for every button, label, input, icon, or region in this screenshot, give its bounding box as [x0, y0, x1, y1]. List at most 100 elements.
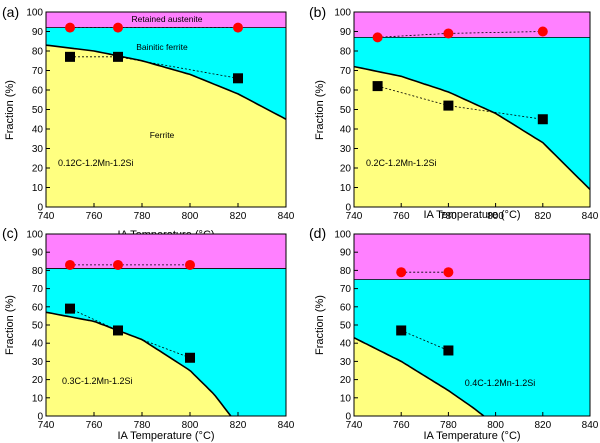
panel-c: (c) 740 760 780 800 820 840 0 10 20 30 40 50 60 70 80 9… — [2, 225, 295, 442]
y-tick-label: 100 — [26, 8, 43, 19]
data-point-austenite — [233, 22, 243, 33]
x-tick-label: 780 — [440, 211, 457, 222]
panel-label: (a) — [2, 4, 19, 20]
y-tick-label: 90 — [340, 248, 352, 259]
bainite-ferrite-boundary — [354, 65, 590, 190]
composition-label: 0.4C-1.2Mn-1.2Si — [465, 378, 536, 388]
y-tick-label: 20 — [340, 375, 352, 386]
series-line — [401, 330, 449, 351]
panel-label: (d) — [309, 225, 326, 241]
data-point-austenite — [65, 259, 75, 270]
y-tick-label: 50 — [340, 105, 352, 116]
region-retained-austenite — [46, 12, 286, 28]
x-tick-label: 820 — [534, 420, 551, 431]
x-tick-label: 840 — [278, 420, 295, 431]
data-point-austenite — [113, 259, 123, 270]
x-tick-label: 800 — [487, 420, 504, 431]
y-tick-label: 100 — [334, 230, 351, 241]
x-tick-label: 760 — [86, 211, 103, 222]
y-tick-label: 10 — [32, 393, 44, 404]
data-point-bainite — [396, 325, 407, 336]
x-tick-label: 840 — [582, 211, 599, 222]
y-tick-label: 10 — [340, 393, 352, 404]
region-label-ferrite: Ferrite — [150, 130, 175, 140]
region-ferrite — [46, 45, 286, 207]
y-tick-label: 30 — [32, 144, 44, 155]
data-point-bainite — [113, 51, 123, 62]
composition-label: 0.3C-1.2Mn-1.2Si — [62, 376, 133, 386]
x-axis-title: IA Temperature (°C) — [423, 209, 520, 221]
data-point-austenite — [185, 259, 195, 270]
panel-d: (d) 740 760 780 800 820 840 0 10 20 30 40 50 60 70 80 9… — [309, 225, 599, 442]
x-tick-label: 780 — [134, 420, 151, 431]
data-point-austenite — [537, 26, 548, 37]
y-tick-label: 40 — [32, 125, 44, 136]
y-tick-label: 60 — [340, 302, 352, 313]
y-tick-label: 0 — [345, 203, 351, 214]
bainite-ferrite-boundary — [46, 44, 286, 121]
y-tick-label: 20 — [32, 375, 44, 386]
x-tick-label: 800 — [182, 211, 199, 222]
region-ferrite — [46, 312, 231, 416]
composition-label: 0.12C-1.2Mn-1.2Si — [58, 158, 134, 168]
data-point-austenite — [65, 22, 75, 33]
x-tick-label: 740 — [38, 211, 55, 222]
y-axis-title: Fraction (%) — [314, 80, 326, 140]
y-tick-label: 70 — [340, 66, 352, 77]
x-tick-label: 760 — [393, 420, 410, 431]
y-tick-label: 50 — [32, 105, 44, 116]
region-retained-austenite — [354, 234, 590, 280]
y-tick-label: 20 — [32, 164, 44, 175]
bainite-ferrite-boundary — [354, 336, 485, 416]
y-tick-label: 80 — [340, 266, 352, 277]
panel-b: (b) 740 760 780 800 820 840 0 10 20 30 40 50 60 70 80 9… — [309, 4, 599, 222]
x-tick-label: 760 — [86, 420, 103, 431]
data-point-austenite — [443, 28, 454, 39]
y-tick-label: 100 — [334, 8, 351, 19]
y-tick-label: 10 — [32, 183, 44, 194]
y-tick-label: 20 — [340, 164, 352, 175]
y-tick-label: 40 — [340, 125, 352, 136]
region-label-austenite: Retained austenite — [132, 14, 203, 24]
x-tick-label: 740 — [38, 420, 55, 431]
x-tick-label: 820 — [230, 211, 247, 222]
region-label-bainite: Bainitic ferrite — [136, 42, 188, 52]
y-axis-title: Fraction (%) — [314, 295, 326, 355]
bainite-ferrite-boundary — [46, 311, 232, 416]
x-tick-label: 820 — [230, 420, 247, 431]
x-tick-label: 800 — [487, 211, 504, 222]
x-tick-label: 740 — [346, 420, 363, 431]
y-tick-label: 30 — [340, 357, 352, 368]
data-point-austenite — [372, 32, 383, 43]
y-tick-label: 0 — [37, 412, 43, 423]
y-tick-label: 80 — [340, 47, 352, 58]
y-tick-label: 40 — [32, 339, 44, 350]
data-point-bainite — [65, 303, 75, 314]
data-point-bainite — [372, 81, 383, 92]
x-tick-label: 780 — [440, 420, 457, 431]
y-tick-label: 30 — [32, 357, 44, 368]
series-line — [377, 31, 543, 38]
y-tick-label: 60 — [32, 302, 44, 313]
y-tick-label: 90 — [32, 248, 44, 259]
y-tick-label: 80 — [32, 47, 44, 58]
data-point-bainite — [185, 352, 195, 363]
y-axis-title: Fraction (%) — [4, 80, 16, 140]
region-retained-austenite — [354, 12, 590, 38]
plot-area — [354, 12, 590, 207]
data-point-austenite — [443, 267, 454, 278]
data-point-bainite — [233, 73, 243, 84]
region-ferrite — [354, 66, 590, 207]
data-point-austenite — [113, 22, 123, 33]
y-axis-title: Fraction (%) — [4, 295, 16, 355]
x-axis-title: IA Temperature (°C) — [117, 430, 214, 442]
y-tick-label: 30 — [340, 144, 352, 155]
y-tick-label: 90 — [340, 27, 352, 38]
panel-label: (b) — [309, 4, 326, 20]
x-axis-title: IA Temperature (°C) — [423, 430, 520, 442]
x-tick-label: 820 — [534, 211, 551, 222]
y-tick-label: 70 — [32, 66, 44, 77]
y-tick-label: 70 — [340, 284, 352, 295]
x-tick-label: 840 — [582, 420, 599, 431]
